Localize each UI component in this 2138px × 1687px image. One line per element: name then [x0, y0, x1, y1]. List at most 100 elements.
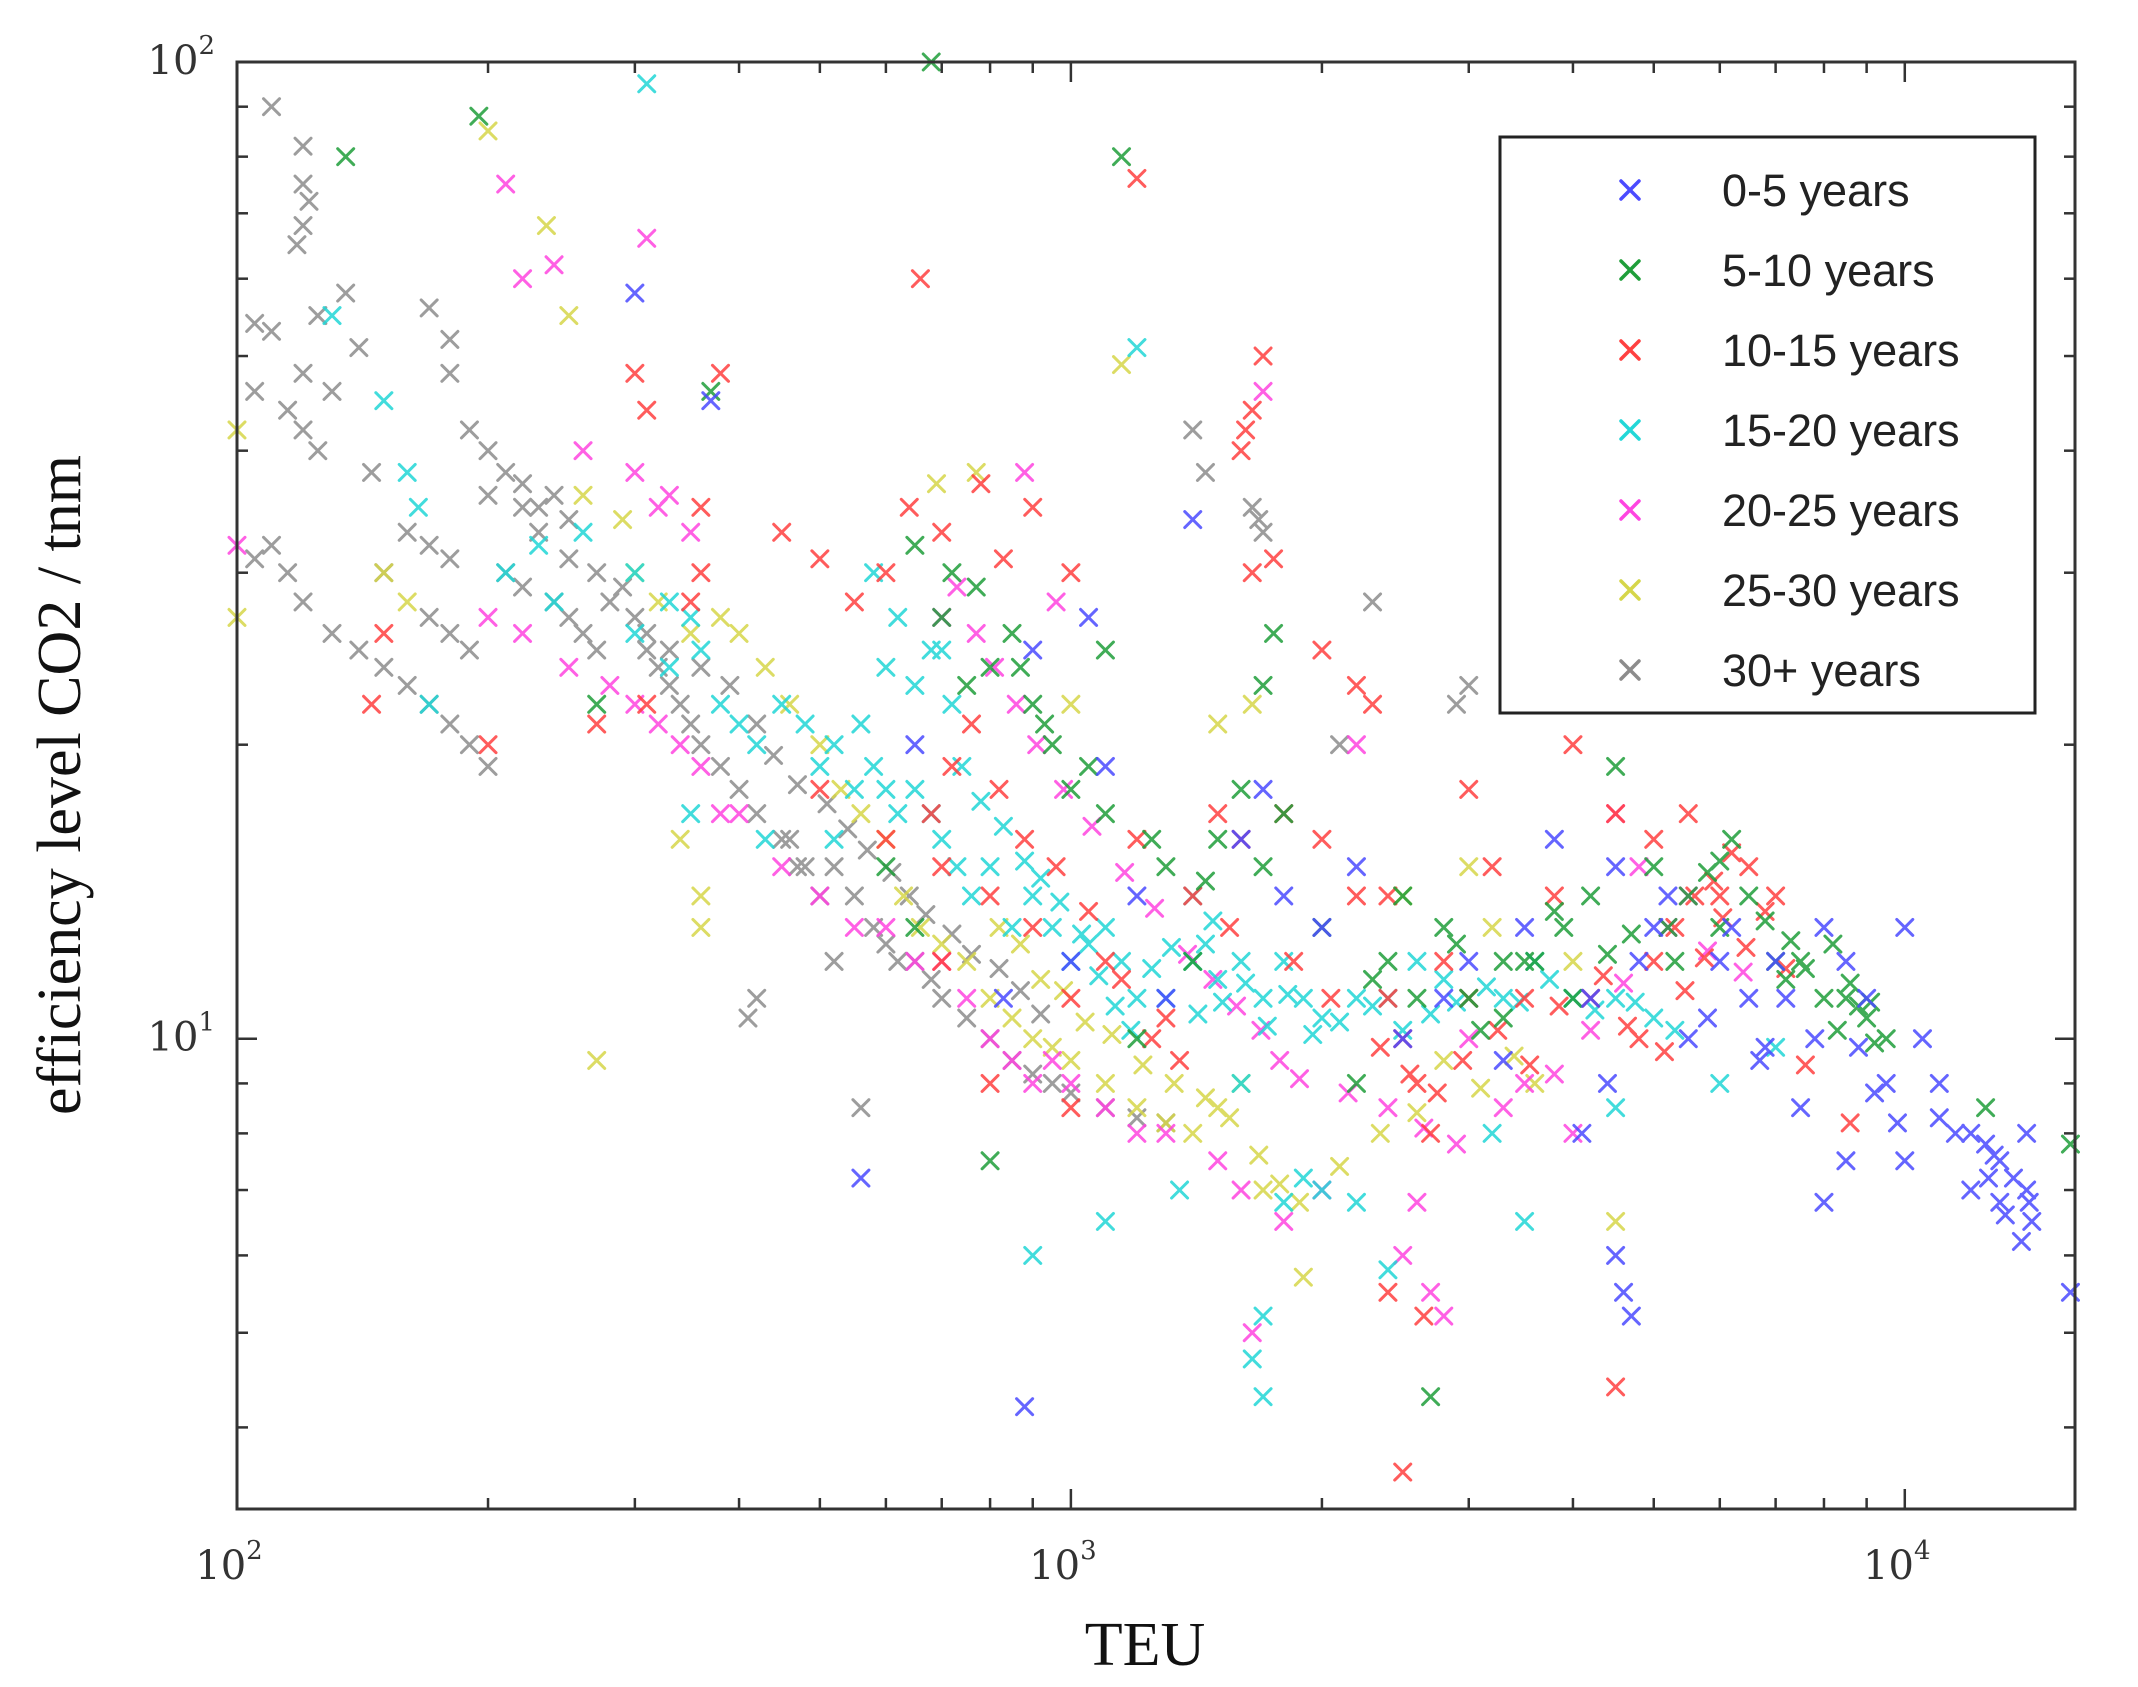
data-point	[1061, 1073, 1081, 1093]
data-point	[747, 714, 767, 734]
data-point	[1393, 1462, 1413, 1482]
data-point	[1079, 901, 1099, 921]
data-point	[710, 804, 730, 824]
data-point	[1161, 937, 1181, 957]
data-point	[1733, 962, 1753, 982]
data-point	[1614, 973, 1634, 993]
data-point	[1895, 1151, 1915, 1171]
data-point	[1421, 1387, 1441, 1407]
data-point	[681, 522, 701, 542]
data-point	[1482, 917, 1502, 937]
data-point	[710, 756, 730, 776]
data-point	[1127, 1029, 1147, 1049]
data-point	[1805, 1029, 1825, 1049]
data-point	[729, 779, 749, 799]
data-point	[787, 857, 807, 877]
data-point	[299, 191, 319, 211]
data-point	[1095, 951, 1115, 971]
data-point	[478, 441, 498, 461]
data-point	[1127, 168, 1147, 188]
data-point	[1421, 1282, 1441, 1302]
data-point	[1755, 1037, 1775, 1057]
data-point	[1504, 1046, 1524, 1066]
data-point	[1736, 937, 1756, 957]
data-point	[844, 592, 864, 612]
data-point	[1929, 1108, 1949, 1128]
data-point	[1710, 851, 1730, 871]
data-point	[1023, 917, 1043, 937]
data-point	[1127, 338, 1147, 358]
data-point	[980, 1029, 1000, 1049]
data-point	[1606, 988, 1626, 1008]
data-point	[1183, 886, 1203, 906]
data-point	[1195, 934, 1215, 954]
data-point	[600, 675, 620, 695]
data-point	[478, 121, 498, 141]
data-point	[600, 592, 620, 612]
data-point	[469, 106, 489, 126]
data-point	[1142, 959, 1162, 979]
data-point	[1581, 1020, 1601, 1040]
data-point	[1061, 779, 1081, 799]
data-point	[971, 791, 991, 811]
data-point	[1434, 969, 1454, 989]
data-point	[1606, 1245, 1626, 1265]
data-point	[1554, 917, 1574, 937]
data-point	[1127, 988, 1147, 1008]
data-point	[729, 804, 749, 824]
data-point	[1046, 592, 1066, 612]
legend-marker	[1619, 579, 1641, 601]
data-point	[336, 147, 356, 167]
data-point	[764, 745, 784, 765]
data-point	[1293, 1267, 1313, 1287]
data-point	[1249, 1145, 1269, 1165]
data-point	[755, 829, 775, 849]
data-point	[1722, 917, 1742, 937]
data-point	[720, 675, 740, 695]
data-point	[374, 657, 394, 677]
data-point	[1814, 1192, 1834, 1212]
data-point	[851, 1168, 871, 1188]
data-point	[1378, 1098, 1398, 1118]
data-point	[1127, 886, 1147, 906]
data-point	[587, 714, 607, 734]
data-point	[1023, 497, 1043, 517]
data-point	[1606, 1098, 1626, 1118]
data-point	[1644, 857, 1664, 877]
data-point	[478, 756, 498, 776]
data-point	[772, 694, 792, 714]
data-point	[810, 756, 830, 776]
data-point	[1665, 951, 1685, 971]
data-point	[1023, 1245, 1043, 1265]
data-point	[544, 255, 564, 275]
data-point	[1346, 988, 1366, 1008]
data-point	[947, 857, 967, 877]
data-point	[1781, 931, 1801, 951]
data-point	[993, 816, 1013, 836]
data-point	[1446, 934, 1466, 954]
data-point	[910, 917, 930, 937]
data-point	[844, 886, 864, 906]
data-point	[1665, 917, 1685, 937]
data-point	[1031, 969, 1051, 989]
data-point	[637, 400, 657, 420]
data-point	[1115, 862, 1135, 882]
data-point	[1865, 1083, 1885, 1103]
data-point	[496, 174, 516, 194]
data-point	[710, 607, 730, 627]
data-point	[1346, 1073, 1366, 1093]
data-point	[1027, 735, 1047, 755]
data-point	[1195, 871, 1215, 891]
data-point	[831, 779, 851, 799]
data-point	[1006, 694, 1026, 714]
data-point	[1525, 951, 1545, 971]
data-point	[1421, 1004, 1441, 1024]
y-axis-title: efficiency level CO2 / tnm	[26, 455, 94, 1115]
data-point	[1095, 756, 1115, 776]
data-point	[1840, 973, 1860, 993]
data-point	[691, 917, 711, 937]
data-point	[838, 819, 858, 839]
data-point	[1183, 510, 1203, 530]
data-point	[691, 563, 711, 583]
data-point	[1378, 886, 1398, 906]
